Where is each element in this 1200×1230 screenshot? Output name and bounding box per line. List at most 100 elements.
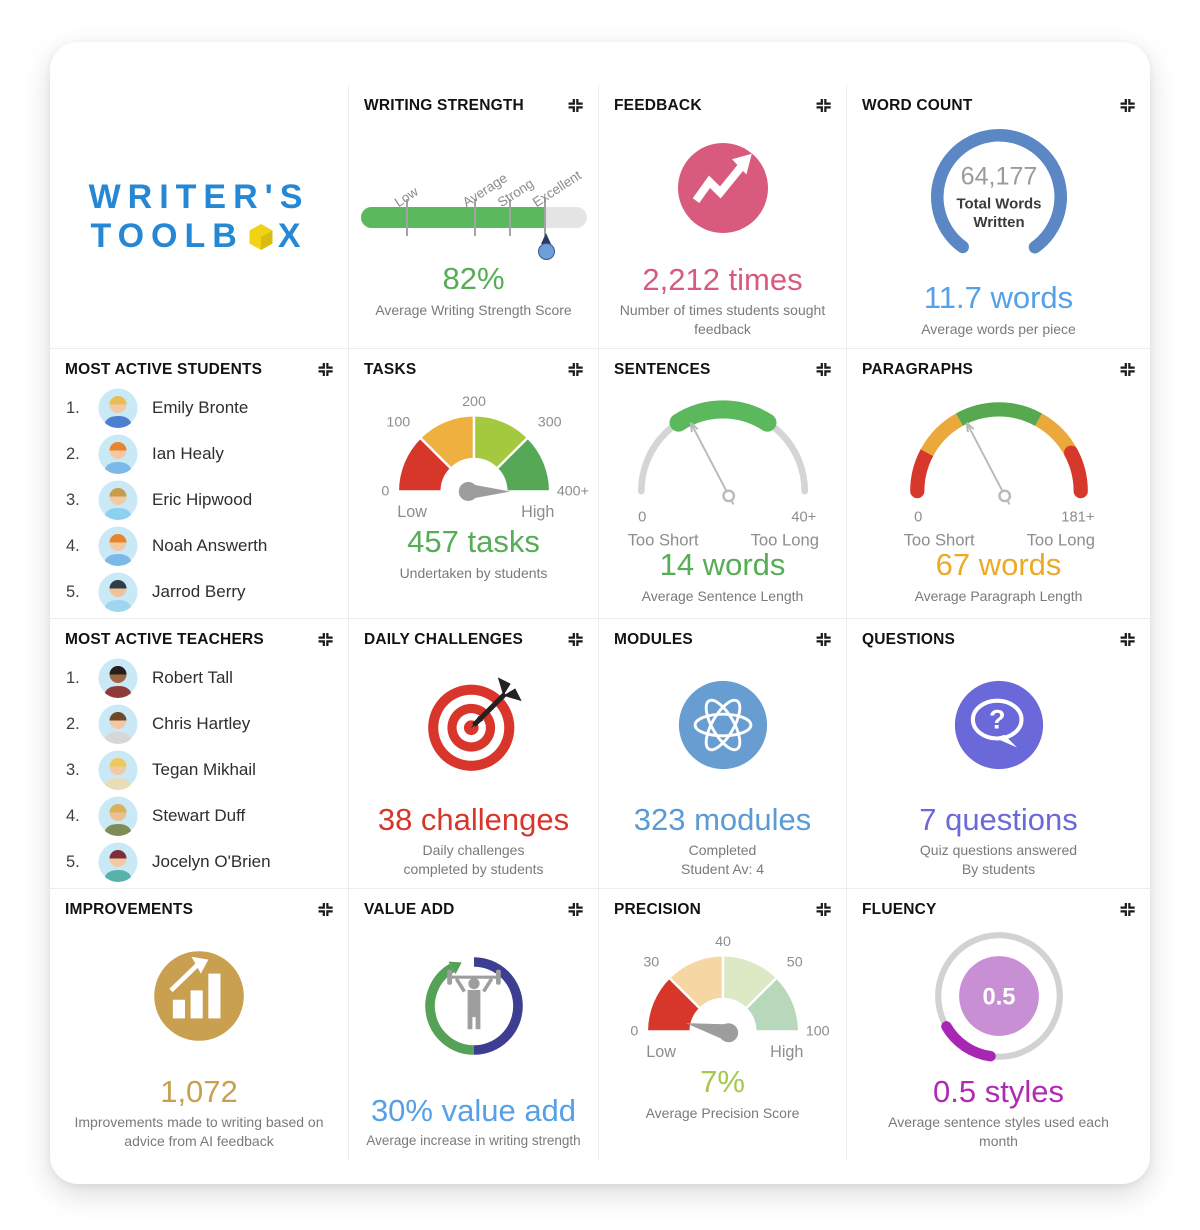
card-sentences: SENTENCES 0 40+ Too Short Too Long xyxy=(598,348,846,618)
paragraphs-caption: Average Paragraph Length xyxy=(914,587,1083,604)
card-improvements: IMPROVEMENTS 1,072 Improvements made to … xyxy=(50,888,348,1160)
growth-chart-icon xyxy=(154,951,244,1042)
students-list: 1. Emily Bronte 2. Ian Healy 3. Eric Hip… xyxy=(50,379,348,615)
expand-icon[interactable] xyxy=(816,363,831,376)
daily-challenges-value: 38 challenges xyxy=(377,801,570,837)
modules-caption-2: Student Av: 4 xyxy=(680,860,765,877)
avatar xyxy=(98,572,138,612)
expand-icon[interactable] xyxy=(816,99,831,112)
paragraphs-gauge: 0 181+ Too Short Too Long xyxy=(903,402,1094,549)
svg-text:40: 40 xyxy=(715,934,731,950)
card-precision: PRECISION 0 30 40 50 xyxy=(598,888,846,1160)
weightlifter-cycle-icon xyxy=(424,957,523,1055)
expand-icon[interactable] xyxy=(568,99,583,112)
modules-value: 323 modules xyxy=(633,801,812,837)
feedback-caption: Number of times students sought feedback xyxy=(619,302,826,337)
writers-toolbox-logo: WRITER'S TOOLB X xyxy=(89,178,310,256)
expand-icon[interactable] xyxy=(568,633,583,646)
writing-strength-gauge: Low Average Strong Excellent xyxy=(360,149,587,261)
student-name: Eric Hipwood xyxy=(152,490,253,509)
svg-text:0: 0 xyxy=(914,510,922,526)
expand-icon[interactable] xyxy=(568,903,583,916)
expand-icon[interactable] xyxy=(318,633,333,646)
gauge-needle xyxy=(689,422,735,505)
card-writing-strength: WRITING STRENGTH Low Average Strong Exce… xyxy=(348,85,598,348)
rank: 2. xyxy=(66,714,80,733)
rank: 2. xyxy=(66,444,80,463)
card-title: TASKS xyxy=(364,361,417,378)
card-tasks: TASKS 0 100 200 300 xyxy=(348,348,598,618)
svg-text:High: High xyxy=(770,1043,803,1061)
list-item: 1. Robert Tall xyxy=(66,655,348,701)
precision-gauge: 0 30 40 50 100 Low High xyxy=(630,934,829,1061)
teacher-name: Robert Tall xyxy=(152,668,233,687)
list-item: 1. Emily Bronte xyxy=(66,385,348,431)
tick-low xyxy=(405,199,408,236)
expand-icon[interactable] xyxy=(1120,903,1135,916)
card-word-count: WORD COUNT 64,177 Total Words Written 11… xyxy=(846,85,1150,348)
total-words-label-1: Total Words xyxy=(956,196,1041,213)
avatar xyxy=(98,526,138,566)
teacher-name: Chris Hartley xyxy=(152,714,251,733)
feedback-trend-icon xyxy=(677,143,768,234)
expand-icon[interactable] xyxy=(816,903,831,916)
svg-text:100: 100 xyxy=(386,415,410,431)
svg-text:40+: 40+ xyxy=(791,510,816,526)
avatar xyxy=(98,388,138,428)
card-title: MOST ACTIVE TEACHERS xyxy=(65,631,264,648)
svg-text:0: 0 xyxy=(630,1023,638,1039)
card-title: WRITING STRENGTH xyxy=(364,97,524,114)
card-title: MODULES xyxy=(614,631,693,648)
writing-strength-caption: Average Writing Strength Score xyxy=(375,301,572,318)
card-value-add: VALUE ADD xyxy=(348,888,598,1160)
questions-caption-1: Quiz questions answered xyxy=(919,842,1078,859)
daily-challenges-caption-1: Daily challenges xyxy=(422,842,525,859)
card-daily-challenges: DAILY CHALLENGES 38 challenges Daily cha xyxy=(348,618,598,888)
target-dart-icon xyxy=(427,677,522,772)
expand-icon[interactable] xyxy=(318,903,333,916)
expand-icon[interactable] xyxy=(568,363,583,376)
card-most-active-teachers: MOST ACTIVE TEACHERS 1. Robert Tall 2. C… xyxy=(50,618,348,888)
card-questions: QUESTIONS ? 7 questions Quiz questions a… xyxy=(846,618,1150,888)
svg-text:0: 0 xyxy=(638,510,646,526)
svg-text:Too Short: Too Short xyxy=(627,530,698,549)
tasks-gauge: 0 100 200 300 400+ Low High xyxy=(381,394,589,521)
list-item: 5. Jocelyn O'Brien xyxy=(66,839,348,885)
avatar xyxy=(98,480,138,520)
tasks-caption: Undertaken by students xyxy=(399,564,548,581)
gauge-needle xyxy=(685,1023,738,1043)
daily-challenges-caption-2: completed by students xyxy=(403,860,544,877)
list-item: 4. Noah Answerth xyxy=(66,523,348,569)
logo-line2: TOOLB X xyxy=(89,217,310,256)
svg-text:Too Short: Too Short xyxy=(903,530,974,549)
svg-text:100: 100 xyxy=(805,1023,829,1039)
expand-icon[interactable] xyxy=(1120,363,1135,376)
card-fluency: FLUENCY 0.5 0.5 styles Average sentence … xyxy=(846,888,1150,1160)
list-item: 3. Tegan Mikhail xyxy=(66,747,348,793)
student-name: Emily Bronte xyxy=(152,398,249,417)
card-title: DAILY CHALLENGES xyxy=(364,631,524,648)
student-name: Jarrod Berry xyxy=(152,582,246,601)
card-title: SENTENCES xyxy=(614,361,711,378)
avatar xyxy=(98,434,138,474)
fluency-value: 0.5 styles xyxy=(933,1073,1064,1109)
expand-icon[interactable] xyxy=(1120,633,1135,646)
gauge-needle xyxy=(965,422,1011,505)
total-words-label-2: Written xyxy=(973,214,1024,231)
fluency-caption: Average sentence styles used each month xyxy=(888,1114,1109,1149)
student-name: Ian Healy xyxy=(152,444,224,463)
svg-text:0.5: 0.5 xyxy=(982,984,1015,1011)
expand-icon[interactable] xyxy=(1120,99,1135,112)
strength-bar-fill xyxy=(360,207,546,228)
improvements-caption: Improvements made to writing based on ad… xyxy=(74,1114,324,1149)
avatar xyxy=(98,842,138,882)
expand-icon[interactable] xyxy=(816,633,831,646)
word-count-value: 11.7 words xyxy=(923,279,1074,315)
question-bubble-icon: ? xyxy=(954,681,1043,770)
value-add-value: 30% value add xyxy=(370,1092,577,1128)
svg-text:400+: 400+ xyxy=(556,483,588,499)
avatar xyxy=(98,796,138,836)
logo-line2-text-end: X xyxy=(277,216,308,255)
expand-icon[interactable] xyxy=(318,363,333,376)
svg-text:50: 50 xyxy=(786,955,802,971)
